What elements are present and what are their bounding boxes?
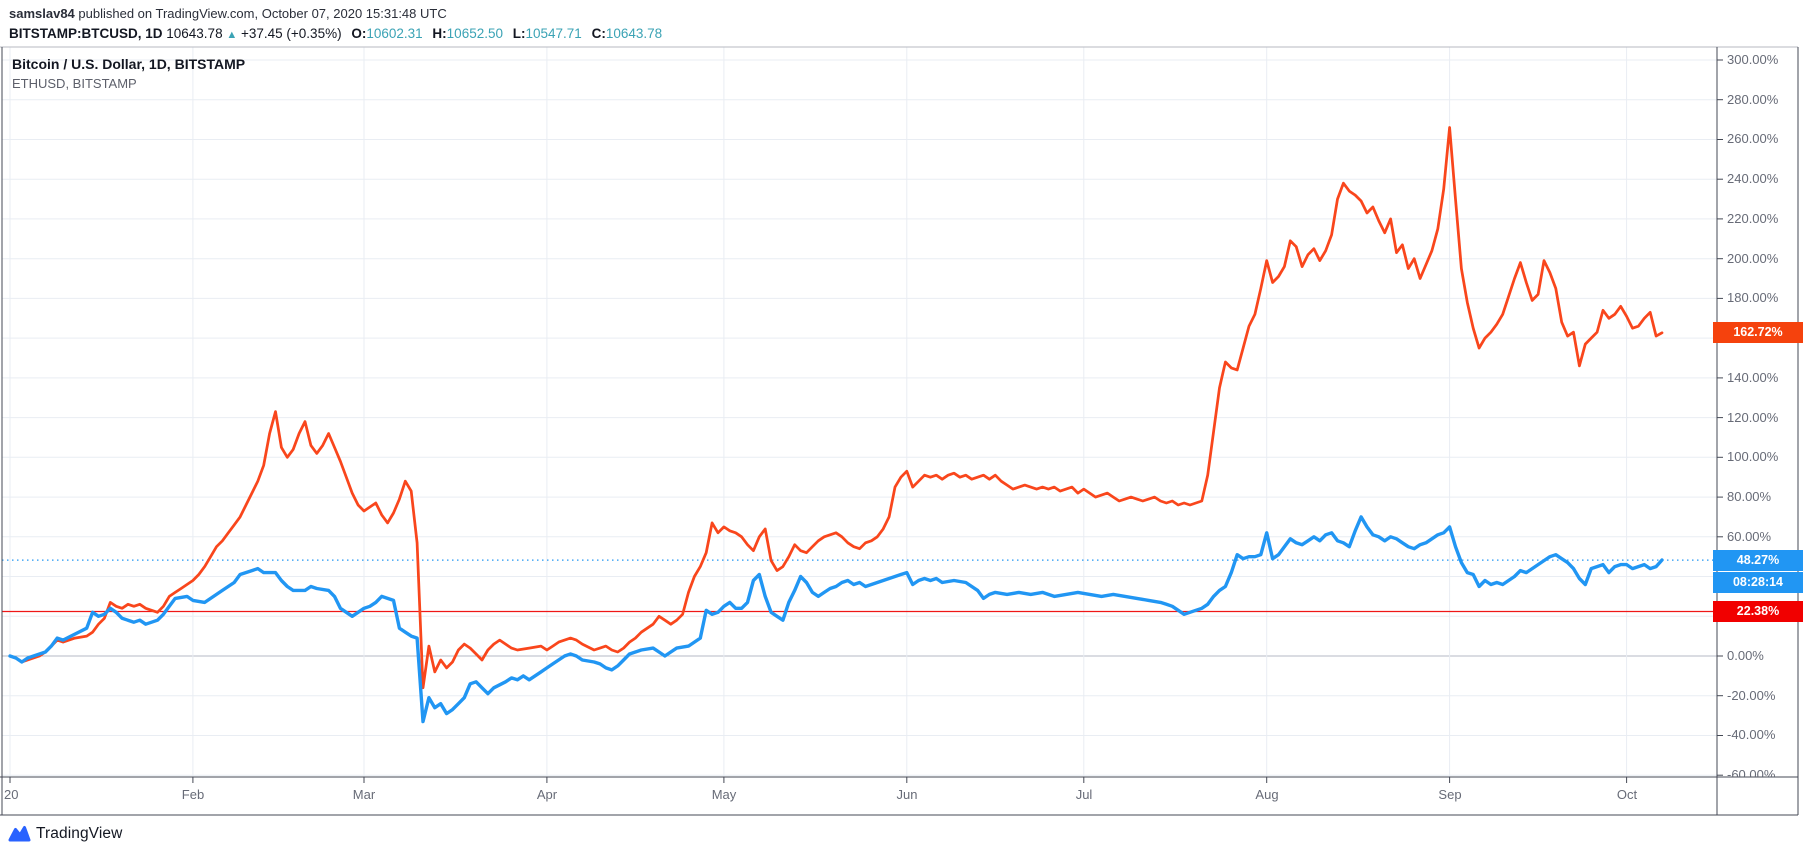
- price-axis-label: 140.00%: [1727, 370, 1779, 385]
- symbol-name: BITSTAMP:BTCUSD, 1D: [9, 26, 163, 41]
- time-axis-label: 20: [4, 787, 19, 802]
- price-axis-label: 0.00%: [1727, 648, 1764, 663]
- price-axis-label: 260.00%: [1727, 131, 1779, 146]
- price-axis-label: 120.00%: [1727, 410, 1779, 425]
- legend-main-series[interactable]: Bitcoin / U.S. Dollar, 1D, BITSTAMP: [12, 56, 246, 72]
- time-axis-label: Aug: [1255, 787, 1279, 802]
- byline-username: samslav84: [9, 6, 75, 21]
- time-axis-label: Sep: [1438, 787, 1462, 802]
- close-label: C:: [591, 26, 606, 41]
- price-axis-label: 180.00%: [1727, 290, 1779, 305]
- time-axis-label: May: [711, 787, 737, 802]
- open-value: 10602.31: [366, 26, 423, 41]
- footer: TradingView: [8, 824, 122, 843]
- footer-brand[interactable]: TradingView: [36, 824, 123, 842]
- time-axis-label: Jul: [1075, 787, 1093, 802]
- low-value: 10547.71: [525, 26, 582, 41]
- up-arrow-icon: ▲: [226, 29, 238, 41]
- price-axis-label: 300.00%: [1727, 52, 1779, 67]
- price-axis-label: 200.00%: [1727, 251, 1779, 266]
- price-axis-label: 280.00%: [1727, 92, 1779, 107]
- price-axis-label: -60.00%: [1727, 767, 1776, 777]
- tradingview-logo-icon[interactable]: [8, 824, 31, 843]
- close-value: 10643.78: [605, 26, 663, 41]
- byline: samslav84 published on TradingView.com, …: [9, 5, 662, 22]
- horizontal-line-price-badge: 22.38%: [1713, 601, 1803, 622]
- btc-last-price-badge: 48.27%: [1713, 550, 1803, 571]
- high-value: 10652.50: [446, 26, 503, 41]
- price-axis-label: 100.00%: [1727, 449, 1779, 464]
- byline-text: published on TradingView.com, October 07…: [74, 6, 447, 21]
- ethusd-series-line: [8, 126, 1664, 690]
- eth-last-price-badge: 162.72%: [1713, 322, 1803, 343]
- price-change: +37.45 (+0.35%): [241, 26, 342, 41]
- header: samslav84 published on TradingView.com, …: [9, 5, 662, 45]
- high-label: H:: [432, 26, 447, 41]
- chart-legend: Bitcoin / U.S. Dollar, 1D, BITSTAMP ETHU…: [12, 54, 245, 93]
- low-label: L:: [512, 26, 526, 41]
- btcusd-series-line: [8, 515, 1664, 724]
- time-axis-label: Jun: [896, 787, 918, 802]
- legend-compare-series[interactable]: ETHUSD, BITSTAMP: [12, 76, 137, 91]
- time-axis-label: Feb: [181, 787, 205, 802]
- price-axis-label: 60.00%: [1727, 529, 1772, 544]
- price-axis-label: 220.00%: [1727, 211, 1779, 226]
- open-label: O:: [351, 26, 367, 41]
- price-axis-label: 240.00%: [1727, 171, 1779, 186]
- price-axis-label: 80.00%: [1727, 489, 1772, 504]
- time-axis-label: Apr: [536, 787, 558, 802]
- time-axis-label: Mar: [352, 787, 376, 802]
- price-axis-label: -20.00%: [1727, 688, 1776, 703]
- symbol-info-line: BITSTAMP:BTCUSD, 1D 10643.78 ▲ +37.45 (+…: [9, 24, 662, 45]
- last-price: 10643.78: [166, 26, 223, 41]
- price-axis-label: -40.00%: [1727, 727, 1776, 742]
- bar-countdown-badge: 08:28:14: [1713, 572, 1803, 593]
- time-axis-label: Oct: [1616, 787, 1638, 802]
